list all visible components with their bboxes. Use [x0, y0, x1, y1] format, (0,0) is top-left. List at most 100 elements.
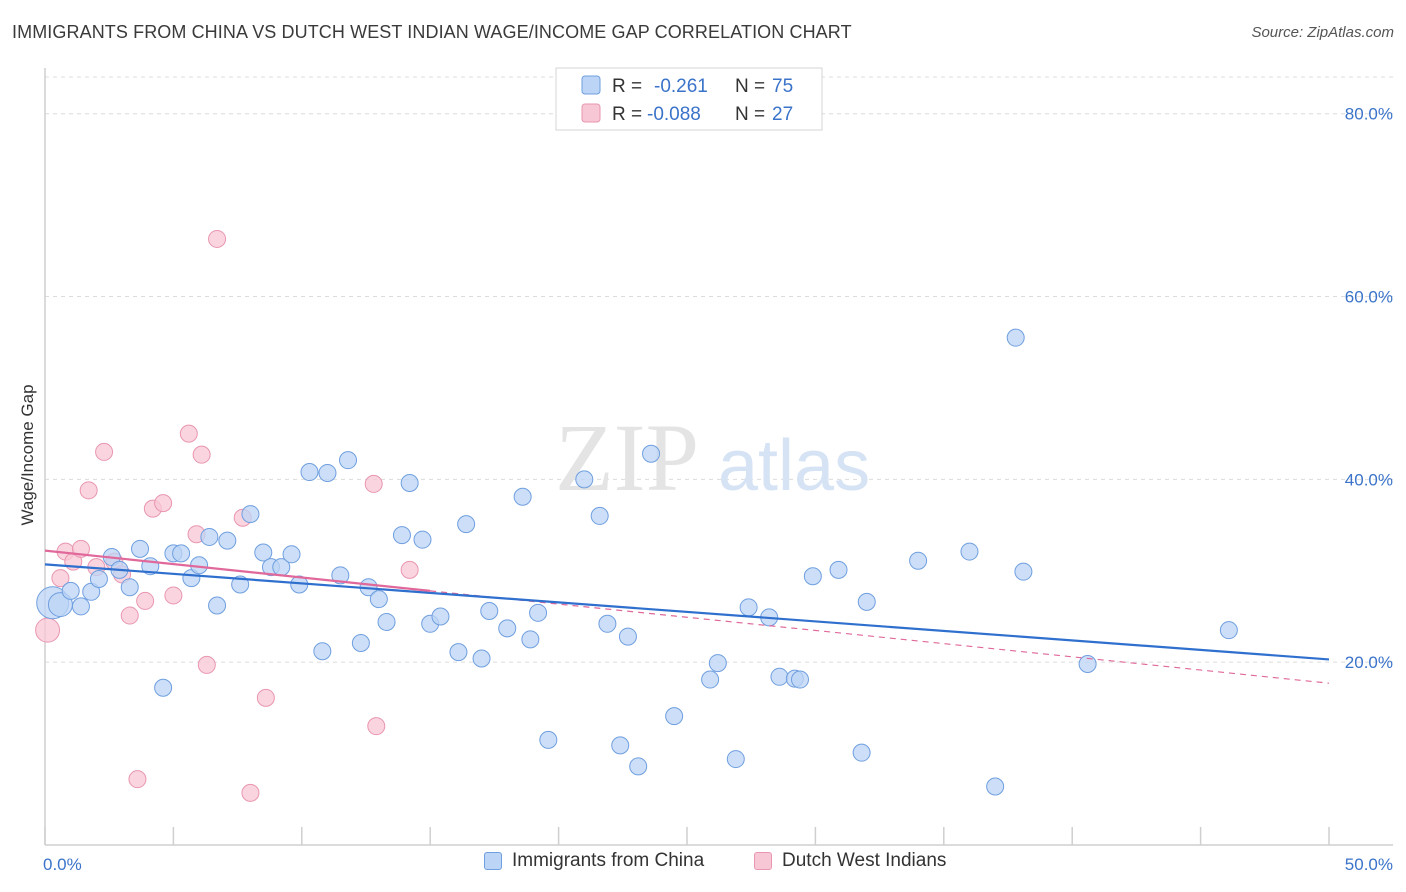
stats-swatch-dutch: [581, 103, 601, 123]
data-point-china: [629, 757, 648, 776]
stats-r-label-china: R =: [612, 76, 642, 97]
data-point-china: [829, 560, 848, 579]
data-point-china: [529, 603, 548, 622]
data-point-china: [200, 527, 219, 546]
data-point-dutch: [164, 586, 183, 605]
data-point-dutch: [197, 655, 216, 674]
watermark-atlas: atlas: [718, 426, 870, 506]
data-point-china: [154, 678, 173, 697]
chart-source: Source: ZipAtlas.com: [1251, 24, 1394, 41]
data-point-china: [331, 566, 350, 585]
data-point-china: [413, 530, 432, 549]
axes: [44, 68, 1393, 846]
trend-lines: [44, 549, 1330, 684]
legend-label-dutch: Dutch West Indians: [782, 850, 947, 871]
watermark-zip: ZIP: [555, 404, 699, 511]
series-immigrants-from-china: [36, 328, 1238, 796]
data-point-china: [431, 607, 450, 626]
watermark: ZIP atlas: [555, 404, 870, 511]
data-point-china: [726, 750, 745, 769]
data-point-china: [498, 619, 517, 638]
data-point-china: [1014, 562, 1033, 581]
trend-line-dutch-extension: [430, 590, 1330, 684]
data-point-china: [790, 670, 809, 689]
data-point-china: [208, 596, 227, 615]
data-point-china: [852, 743, 871, 762]
data-point-china: [598, 614, 617, 633]
data-point-dutch: [154, 494, 173, 513]
stats-n-label-dutch: N =: [735, 104, 765, 125]
data-point-china: [89, 569, 108, 588]
legend-item-dutch: Dutch West Indians: [754, 850, 946, 872]
data-point-china: [449, 643, 468, 662]
legend-swatch-dutch: [754, 852, 772, 870]
data-point-dutch: [95, 442, 114, 461]
chart-title: IMMIGRANTS FROM CHINA VS DUTCH WEST INDI…: [12, 22, 852, 42]
stats-n-value-china: 75: [772, 76, 793, 97]
y-tick-label: 20.0%: [1345, 653, 1393, 672]
data-point-china: [472, 649, 491, 668]
data-point-dutch: [192, 445, 211, 464]
data-point-china: [642, 444, 661, 463]
data-point-china: [377, 612, 396, 631]
data-point-china: [521, 630, 540, 649]
data-point-dutch: [400, 560, 419, 579]
data-point-dutch: [51, 569, 70, 588]
data-point-dutch: [136, 591, 155, 610]
data-point-dutch: [367, 717, 386, 736]
data-point-china: [590, 506, 609, 525]
data-point-dutch: [364, 474, 383, 493]
data-point-china: [300, 463, 319, 482]
data-point-dutch: [128, 770, 147, 789]
data-point-china: [1078, 655, 1097, 674]
stats-r-value-dutch: -0.088: [647, 104, 701, 125]
data-point-china: [172, 544, 191, 563]
data-point-china: [539, 730, 558, 749]
legend-swatch-china: [484, 852, 502, 870]
legend-item-china: Immigrants from China: [484, 850, 704, 872]
y-axis-label: Wage/Income Gap: [18, 384, 37, 525]
data-point-china: [120, 578, 139, 597]
data-point-china: [241, 505, 260, 524]
data-point-china: [351, 633, 370, 652]
stats-n-value-dutch: 27: [772, 104, 793, 125]
stats-r-value-china: -0.261: [654, 76, 708, 97]
data-point-dutch: [256, 688, 275, 707]
trend-line-china: [44, 563, 1330, 661]
data-point-china: [1006, 328, 1025, 347]
y-tick-label: 80.0%: [1345, 105, 1393, 124]
x-tick-label-min: 0.0%: [43, 855, 82, 874]
data-point-china: [400, 474, 419, 493]
data-point-china: [318, 463, 337, 482]
data-point-china: [313, 642, 332, 661]
data-point-china: [739, 598, 758, 617]
data-point-china: [708, 654, 727, 673]
data-point-china: [701, 670, 720, 689]
data-point-china: [480, 601, 499, 620]
data-point-china: [513, 487, 532, 506]
data-point-china: [618, 627, 637, 646]
data-point-china: [986, 777, 1005, 796]
data-point-china: [61, 581, 80, 600]
data-point-china: [611, 736, 630, 755]
data-point-china: [369, 590, 388, 609]
data-point-china: [803, 567, 822, 586]
data-point-dutch: [79, 481, 98, 500]
data-point-dutch: [179, 424, 198, 443]
data-point-china: [575, 470, 594, 489]
stats-swatch-china: [581, 75, 601, 95]
gridlines: [45, 76, 1393, 663]
legend-label-china: Immigrants from China: [512, 850, 705, 871]
stats-n-label-china: N =: [735, 76, 765, 97]
y-tick-label: 60.0%: [1345, 288, 1393, 307]
data-point-china: [1219, 621, 1238, 640]
data-point-china: [282, 545, 301, 564]
data-point-china: [131, 539, 150, 558]
chart-legend: Immigrants from China Dutch West Indians: [0, 850, 1406, 880]
stats-legend: R = -0.261 N = 75 R = -0.088 N = 27: [555, 67, 823, 131]
data-point-dutch: [241, 783, 260, 802]
trend-line-dutch: [44, 549, 431, 592]
data-point-china: [71, 597, 90, 616]
data-point-dutch: [208, 229, 227, 248]
